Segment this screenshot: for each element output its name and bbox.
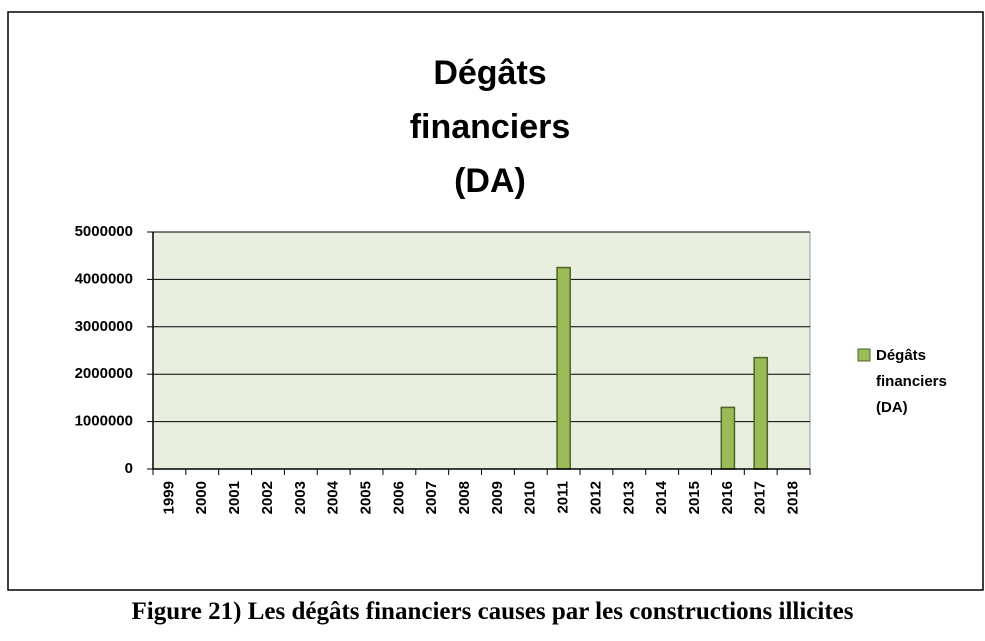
bar bbox=[720, 406, 736, 470]
x-tick-label: 2014 bbox=[653, 480, 670, 514]
x-tick-label: 2007 bbox=[423, 481, 440, 514]
bar bbox=[753, 356, 769, 470]
x-tick-label: 2005 bbox=[357, 481, 374, 514]
x-tick-label: 2004 bbox=[325, 480, 342, 514]
figure-caption: Figure 21) Les dégâts financiers causes … bbox=[131, 598, 854, 625]
x-tick-label: 2017 bbox=[752, 481, 769, 514]
x-tick-label: 2009 bbox=[489, 481, 506, 514]
chart-title: Dégâts financiers (DA) bbox=[409, 54, 571, 200]
plot-area bbox=[152, 231, 811, 470]
y-tick-label: 2000000 bbox=[75, 365, 133, 382]
x-tick-label: 2012 bbox=[587, 481, 604, 514]
x-tick-label: 2018 bbox=[785, 481, 802, 514]
x-tick-label: 2000 bbox=[193, 481, 210, 514]
y-tick-label: 5000000 bbox=[75, 223, 133, 240]
x-tick-label: 2011 bbox=[555, 481, 572, 514]
x-tick-label: 2016 bbox=[719, 481, 736, 514]
chart-frame bbox=[7, 11, 984, 591]
x-tick-label: 2006 bbox=[390, 481, 407, 514]
x-tick-label: 2008 bbox=[456, 481, 473, 514]
x-tick-label: 2015 bbox=[686, 481, 703, 514]
legend-label: Dégâts financiers (DA) bbox=[876, 347, 947, 416]
x-tick-label: 2003 bbox=[292, 481, 309, 514]
x-tick-label: 2010 bbox=[522, 481, 539, 514]
y-tick-label: 3000000 bbox=[75, 318, 133, 335]
y-tick-label: 4000000 bbox=[75, 270, 133, 287]
x-tick-label: 1999 bbox=[160, 481, 177, 514]
y-tick-label: 0 bbox=[125, 460, 133, 477]
x-tick-label: 2001 bbox=[226, 481, 243, 514]
legend-swatch bbox=[857, 348, 871, 362]
x-tick-label: 2002 bbox=[259, 481, 276, 514]
x-tick-label: 2013 bbox=[620, 481, 637, 514]
y-tick-label: 1000000 bbox=[75, 413, 133, 430]
bar bbox=[556, 266, 571, 470]
